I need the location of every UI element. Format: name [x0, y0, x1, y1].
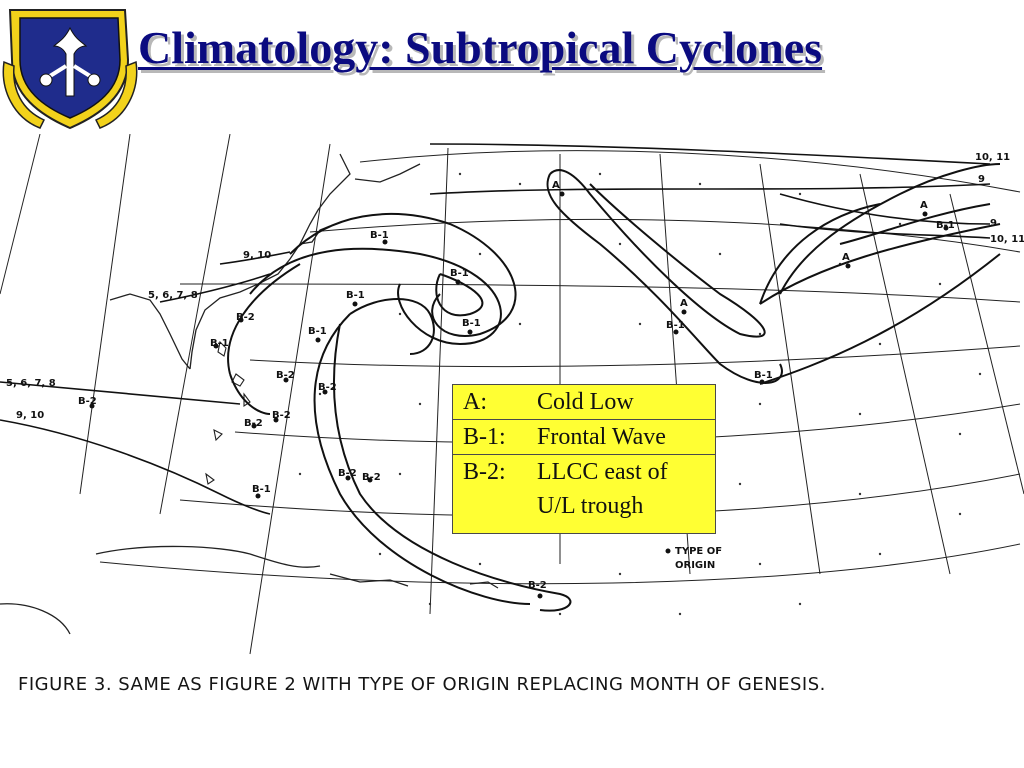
- cyclone-origin-map: 10, 11 9 9 10, 11 5, 6, 7, 8 9, 10 5, 6,…: [0, 134, 1024, 768]
- legend-desc-continued: U/L trough: [537, 493, 644, 519]
- origin-point: B-2: [236, 312, 255, 323]
- svg-text:B-1: B-1: [252, 484, 271, 495]
- origin-point: A: [552, 180, 565, 197]
- origin-point: B-2: [272, 410, 291, 423]
- origin-point: B-1: [346, 290, 365, 307]
- origin-point: B-2: [244, 418, 263, 429]
- svg-text:A: A: [552, 180, 560, 191]
- svg-text:B-2: B-2: [272, 410, 291, 421]
- origin-point: B-1: [666, 320, 685, 335]
- svg-text:B-1: B-1: [936, 220, 955, 231]
- origin-point: A: [842, 252, 851, 269]
- svg-text:B-2: B-2: [78, 396, 97, 407]
- svg-text:A: A: [680, 298, 688, 309]
- legend-desc: Frontal Wave: [537, 424, 666, 450]
- origin-point: B-1: [308, 326, 327, 343]
- track-label-left-5678: 5, 6, 7, 8: [6, 378, 56, 389]
- origin-point: B-1: [370, 230, 389, 245]
- legend-row-llcc: B-2: LLCC east of U/L trough: [453, 455, 715, 535]
- origin-point: B-1: [936, 220, 955, 231]
- longitude-lines: [0, 134, 1024, 655]
- svg-text:B-2: B-2: [236, 312, 255, 323]
- track-label-right-9b: 9: [990, 218, 997, 229]
- svg-text:B-1: B-1: [210, 338, 229, 349]
- legend-desc: Cold Low: [537, 389, 634, 415]
- svg-text:B-2: B-2: [362, 472, 381, 483]
- key-label-line-2: ORIGIN: [675, 560, 715, 571]
- legend-code: A:: [463, 389, 487, 415]
- svg-text:B-1: B-1: [370, 230, 389, 241]
- track-label-left-910: 9, 10: [16, 410, 44, 421]
- legend-row-frontal-wave: B-1: Frontal Wave: [453, 420, 715, 455]
- svg-text:B-1: B-1: [346, 290, 365, 301]
- svg-text:B-1: B-1: [308, 326, 327, 337]
- track-label-right-top: 10, 11: [975, 152, 1010, 163]
- svg-text:B-2: B-2: [528, 580, 547, 591]
- svg-text:B-1: B-1: [666, 320, 685, 331]
- origin-point: A: [920, 200, 928, 217]
- origin-point: B-1: [462, 318, 481, 335]
- origin-point: B-2: [338, 468, 357, 481]
- svg-text:B-1: B-1: [450, 268, 469, 279]
- track-label-coast-910: 9, 10: [243, 250, 271, 261]
- coastline: [0, 153, 499, 635]
- origin-point: B-1: [252, 484, 271, 499]
- legend-desc: LLCC east of: [537, 459, 668, 485]
- origin-type-legend: A: Cold Low B-1: Frontal Wave B-2: LLCC …: [452, 384, 716, 534]
- origin-point: B-2: [78, 396, 97, 409]
- origin-point: A: [680, 298, 688, 315]
- svg-text:B-1: B-1: [754, 370, 773, 381]
- figure-caption: FIGURE 3. SAME AS FIGURE 2 WITH TYPE OF …: [18, 674, 826, 695]
- legend-row-cold-low: A: Cold Low: [453, 385, 715, 420]
- track-label-coast-5678: 5, 6, 7, 8: [148, 290, 198, 301]
- origin-point: B-1: [450, 268, 469, 285]
- svg-text:B-2: B-2: [318, 382, 337, 393]
- slide-title: Climatology: Subtropical Cyclones: [138, 22, 823, 73]
- legend-code: B-2:: [463, 459, 506, 485]
- envelope-curves: [227, 163, 1001, 612]
- track-lines: [0, 143, 991, 515]
- origin-point: B-2: [276, 370, 295, 383]
- svg-text:A: A: [842, 252, 850, 263]
- origin-point: B-2: [362, 472, 381, 483]
- afwa-logo: [2, 9, 138, 130]
- map-key: TYPE OF ORIGIN: [665, 546, 722, 571]
- svg-text:B-2: B-2: [276, 370, 295, 381]
- origin-point: B-2: [528, 580, 547, 599]
- origin-point: B-1: [210, 338, 229, 349]
- origin-points: A A A A B-1 B-1 B-1 B-1 B-1 B-1 B-1 B-1 …: [78, 180, 955, 599]
- track-label-right-10-11: 10, 11: [990, 234, 1024, 245]
- key-label-line-1: TYPE OF: [675, 546, 722, 557]
- svg-text:B-1: B-1: [462, 318, 481, 329]
- origin-point: B-1: [754, 370, 773, 385]
- legend-code: B-1:: [463, 424, 506, 450]
- svg-text:B-2: B-2: [244, 418, 263, 429]
- grid-dots: [298, 172, 982, 616]
- svg-text:A: A: [920, 200, 928, 211]
- track-labels: 10, 11 9 9 10, 11 5, 6, 7, 8 9, 10 5, 6,…: [6, 152, 1024, 421]
- track-label-right-9a: 9: [978, 174, 985, 185]
- svg-text:B-2: B-2: [338, 468, 357, 479]
- origin-point: B-2: [318, 382, 337, 395]
